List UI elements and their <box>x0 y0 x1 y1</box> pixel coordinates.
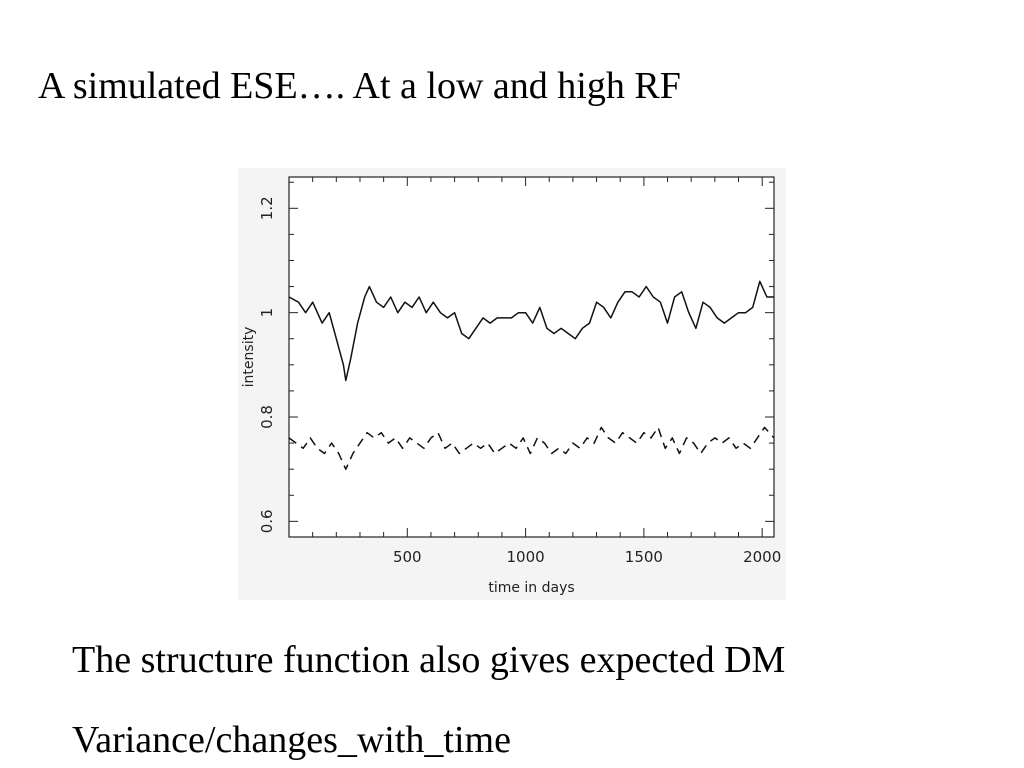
y-axis-left: 0.6 0.8 1 1.2 <box>258 181 298 533</box>
chart-canvas: 500 1000 1500 2000 0.60.811.2 time in days … <box>241 176 781 596</box>
y-tick-label: 0.6 <box>258 509 276 533</box>
solid-series-line <box>288 280 774 382</box>
body-text-line-2: Variance/changes_with_time <box>72 719 511 761</box>
y-tick-label: 1 <box>258 308 276 318</box>
y-axis-label: intensity <box>241 327 257 388</box>
x-axis-label: time in days <box>488 580 574 596</box>
x-axis-bottom: 500 1000 1500 2000 <box>312 528 781 566</box>
slide-title: A simulated ESE…. At a low and high RF <box>38 65 681 107</box>
x-tick-label: 1500 <box>625 548 663 566</box>
body-text-line-1: The structure function also gives expect… <box>72 639 786 681</box>
y-axis-right <box>765 181 774 522</box>
dashed-series-line <box>288 426 775 470</box>
x-axis-top <box>312 177 763 186</box>
y-tick-label: 0.8 <box>258 405 276 429</box>
y-tick-label: 1.2 <box>258 196 276 220</box>
x-tick-label: 500 <box>393 548 422 566</box>
x-tick-label: 2000 <box>743 548 781 566</box>
plot-frame <box>288 176 775 538</box>
series-layer <box>288 280 775 470</box>
intensity-chart: 500 1000 1500 2000 0.6 0.8 1 1.2 time in days … <box>238 168 786 600</box>
x-tick-label: 1000 <box>506 548 544 566</box>
